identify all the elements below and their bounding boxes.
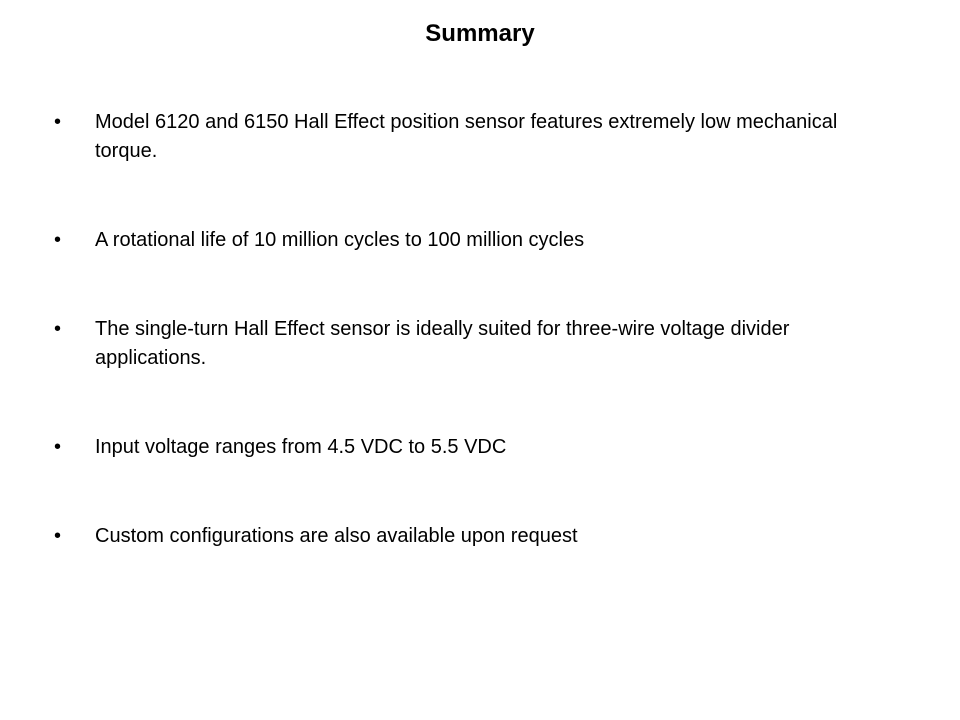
page-title: Summary: [0, 20, 960, 48]
bullet-list: Model 6120 and 6150 Hall Effect position…: [0, 108, 960, 551]
list-item: Input voltage ranges from 4.5 VDC to 5.5…: [40, 433, 900, 462]
list-item: Model 6120 and 6150 Hall Effect position…: [40, 108, 900, 166]
list-item: The single-turn Hall Effect sensor is id…: [40, 315, 900, 373]
list-item: Custom configurations are also available…: [40, 522, 900, 551]
list-item: A rotational life of 10 million cycles t…: [40, 226, 900, 255]
slide: Summary Model 6120 and 6150 Hall Effect …: [0, 0, 960, 720]
